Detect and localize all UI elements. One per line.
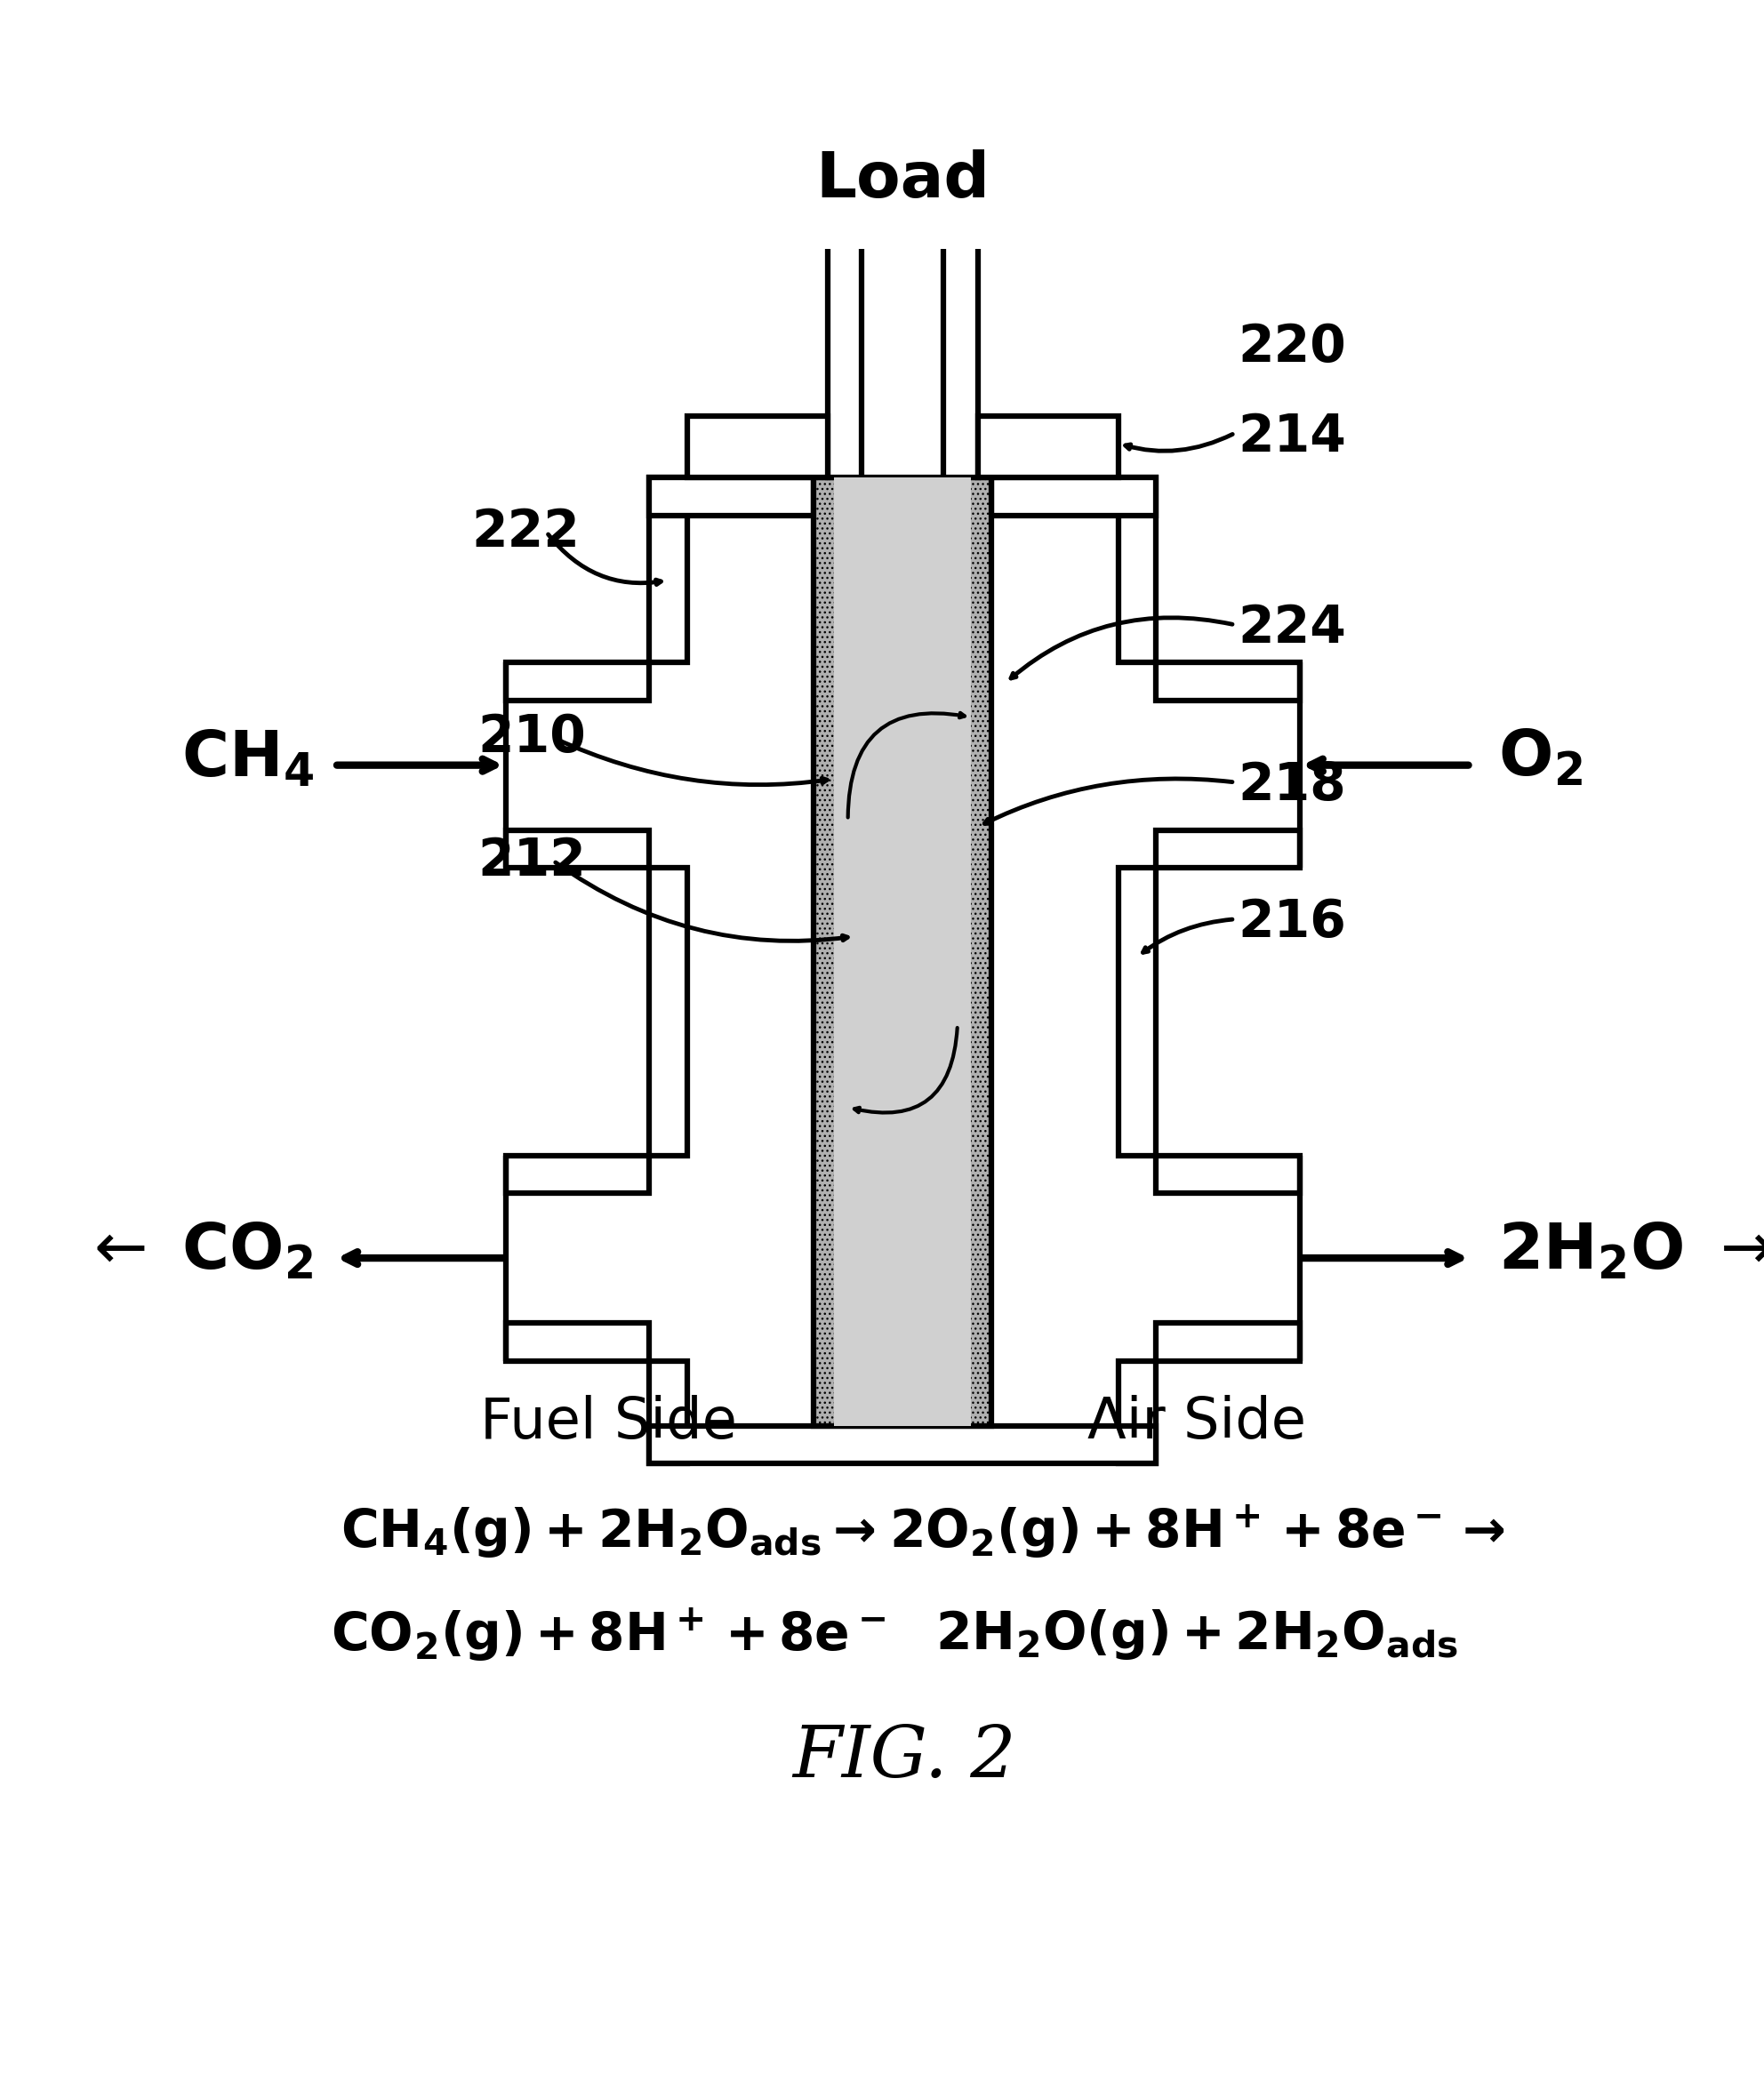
Polygon shape — [686, 415, 827, 477]
Polygon shape — [506, 1324, 649, 1361]
Polygon shape — [649, 477, 813, 515]
Text: $\mathbf{2O_2(g) + 8H^+ + 8e^- \rightarrow}$: $\mathbf{2O_2(g) + 8H^+ + 8e^- \rightarr… — [889, 1502, 1505, 1560]
Text: $\mathbf{2H_2O(g) + 2H_2O_{ads}}$: $\mathbf{2H_2O(g) + 2H_2O_{ads}}$ — [935, 1608, 1459, 1662]
Polygon shape — [827, 218, 861, 477]
Text: FIG. 2: FIG. 2 — [792, 1724, 1016, 1793]
Text: Load: Load — [815, 149, 990, 210]
Polygon shape — [944, 218, 977, 477]
Polygon shape — [977, 415, 1118, 477]
Text: 218: 218 — [1238, 759, 1346, 811]
Text: 222: 222 — [471, 506, 580, 558]
Polygon shape — [649, 1426, 1155, 1463]
Bar — [834, 477, 972, 1426]
Bar — [813, 477, 991, 1426]
Polygon shape — [1155, 1156, 1300, 1193]
Polygon shape — [1155, 830, 1300, 867]
Polygon shape — [1155, 1324, 1300, 1361]
Text: $\mathbf{CO_2(g) + 8H^+ + 8e^-}$: $\mathbf{CO_2(g) + 8H^+ + 8e^-}$ — [332, 1606, 886, 1664]
Text: $\mathbf{CH_4}$: $\mathbf{CH_4}$ — [182, 728, 314, 788]
Text: $\mathbf{O_2}$: $\mathbf{O_2}$ — [1498, 728, 1582, 788]
Polygon shape — [649, 477, 686, 662]
Text: $\mathbf{CH_4(g) + 2H_2O_{ads} \rightarrow}$: $\mathbf{CH_4(g) + 2H_2O_{ads} \rightarr… — [340, 1504, 875, 1558]
Polygon shape — [991, 477, 1155, 515]
Bar — [759, 135, 1046, 224]
Polygon shape — [1155, 662, 1300, 699]
Polygon shape — [1118, 1361, 1155, 1463]
Bar — [744, 120, 1062, 239]
Text: 224: 224 — [1238, 604, 1346, 654]
Text: 210: 210 — [478, 712, 586, 764]
Polygon shape — [1118, 867, 1155, 1156]
Text: 216: 216 — [1238, 896, 1346, 948]
Text: 212: 212 — [478, 836, 587, 886]
Text: $\leftarrow$ $\mathbf{CO_2}$: $\leftarrow$ $\mathbf{CO_2}$ — [81, 1220, 314, 1282]
Polygon shape — [506, 662, 649, 699]
Polygon shape — [649, 1361, 686, 1463]
Polygon shape — [506, 1156, 649, 1193]
Polygon shape — [649, 867, 686, 1156]
Text: $\mathbf{2H_2O}$ $\rightarrow$: $\mathbf{2H_2O}$ $\rightarrow$ — [1498, 1220, 1764, 1282]
Polygon shape — [506, 830, 649, 867]
Text: Fuel Side: Fuel Side — [480, 1394, 737, 1450]
Text: 214: 214 — [1238, 411, 1346, 463]
Text: 220: 220 — [1238, 322, 1346, 373]
Polygon shape — [1118, 477, 1155, 662]
Text: Air Side: Air Side — [1088, 1394, 1307, 1450]
